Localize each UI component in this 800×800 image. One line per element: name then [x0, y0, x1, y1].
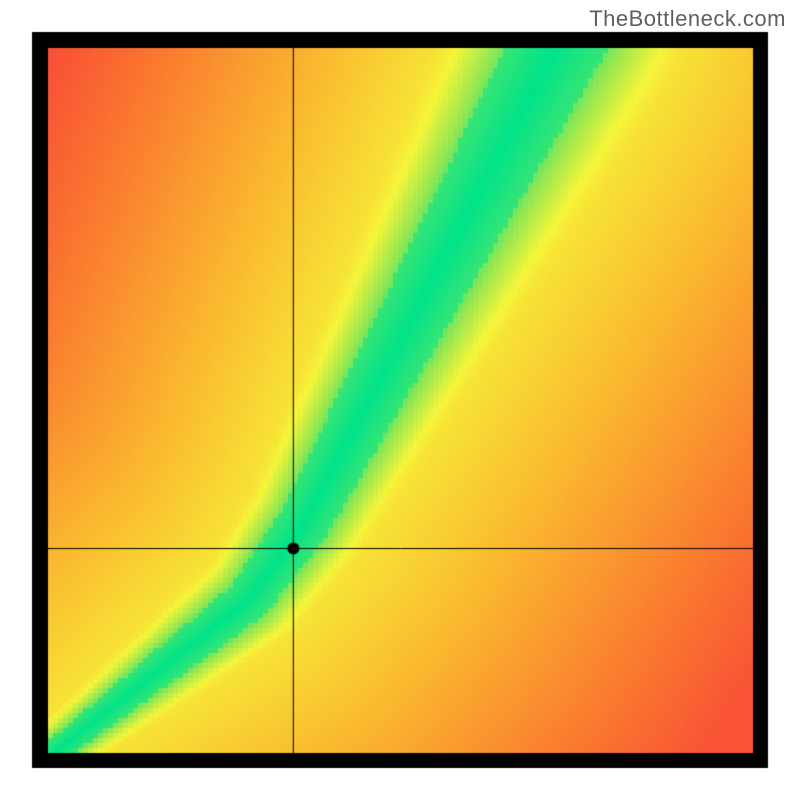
- chart-container: TheBottleneck.com: [0, 0, 800, 800]
- heatmap-canvas: [0, 0, 800, 800]
- watermark-text: TheBottleneck.com: [589, 6, 786, 32]
